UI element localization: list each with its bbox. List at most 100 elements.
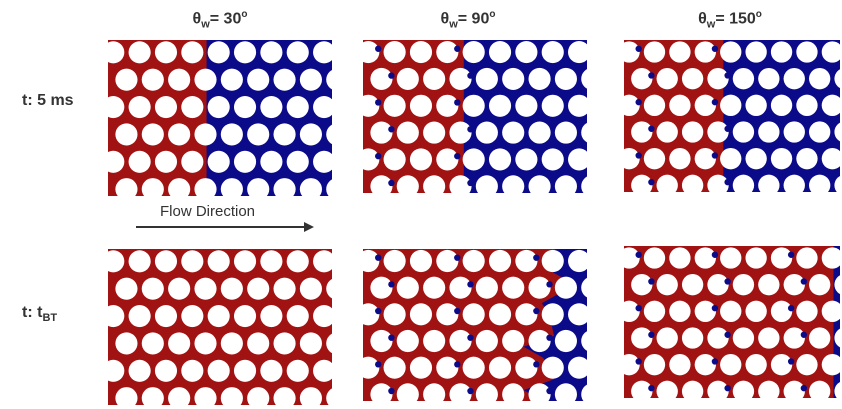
trapped-droplet [467, 179, 474, 187]
trapped-droplet [454, 99, 461, 106]
solid-grain [656, 67, 678, 90]
invading-fluid [624, 40, 724, 192]
solid-grain [396, 276, 419, 299]
solid-grain [273, 68, 296, 91]
trapped-droplet [546, 387, 553, 395]
solid-grain [834, 122, 840, 142]
solid-grain [207, 41, 230, 64]
solid-grain [326, 124, 332, 145]
solid-grain [181, 150, 204, 173]
solid-grain [128, 304, 151, 328]
trapped-droplet [375, 254, 382, 261]
solid-grain [681, 327, 704, 349]
solid-grain [181, 41, 204, 64]
solid-grain [694, 41, 716, 63]
panel-30deg-breakthrough [108, 249, 332, 405]
solid-grain [541, 356, 564, 379]
solid-grain [154, 250, 178, 273]
trapped-droplet [787, 304, 795, 312]
solid-grain [436, 249, 459, 273]
solid-grain [423, 175, 446, 193]
solid-grain [128, 359, 151, 382]
solid-grain [554, 121, 577, 144]
solid-grain [449, 175, 472, 193]
solid-grain [694, 300, 716, 323]
solid-grain [247, 387, 270, 405]
solid-grain [108, 150, 125, 173]
solid-grain [115, 68, 138, 91]
solid-grain [286, 95, 309, 119]
solid-grain [273, 387, 296, 405]
solid-grain [770, 94, 793, 117]
solid-grain [286, 304, 309, 328]
solid-grain [181, 359, 204, 382]
solid-grain [834, 275, 840, 295]
solid-grain [141, 277, 164, 300]
solid-grain [808, 121, 831, 143]
solid-grain [449, 276, 472, 299]
solid-grain [194, 68, 217, 91]
panel-90deg-5ms [363, 40, 587, 193]
solid-grain [681, 67, 704, 90]
solid-grain [207, 95, 230, 119]
solid-grain [732, 273, 755, 296]
solid-grain [488, 249, 512, 273]
solid-grain [194, 123, 217, 146]
solid-grain [745, 353, 767, 376]
solid-grain [154, 304, 178, 328]
solid-grain [808, 67, 831, 90]
solid-grain [154, 359, 178, 382]
solid-grain [260, 359, 283, 382]
trapped-droplet [454, 361, 461, 368]
trapped-droplet [648, 125, 655, 132]
solid-grain [141, 123, 164, 146]
solid-grain [286, 150, 309, 173]
solid-grain [141, 332, 164, 355]
solid-grain [821, 41, 840, 63]
solid-grain [581, 122, 587, 143]
solid-grain [515, 356, 538, 379]
solid-grain [681, 174, 704, 192]
solid-grain [528, 67, 551, 90]
solid-grain [383, 249, 406, 273]
solid-grain [624, 247, 640, 269]
trapped-droplet [467, 387, 474, 395]
solid-grain [624, 353, 640, 376]
solid-grain [108, 250, 125, 273]
solid-grain [396, 67, 419, 90]
solid-grain [707, 174, 729, 192]
solid-grain [370, 121, 393, 144]
trapped-droplet [635, 358, 642, 365]
solid-grain [168, 178, 191, 196]
solid-grain [260, 95, 283, 119]
solid-grain [299, 68, 322, 91]
trapped-droplet [724, 72, 731, 79]
solid-grain [720, 147, 742, 170]
solid-grain [436, 148, 459, 171]
solid-grain [502, 175, 525, 193]
solid-grain [108, 95, 125, 119]
solid-grain [541, 303, 564, 326]
solid-grain [821, 300, 840, 323]
solid-grain [370, 329, 393, 353]
solid-grain [808, 273, 831, 296]
solid-grain [423, 329, 446, 353]
solid-grain [383, 41, 406, 64]
solid-grain [396, 329, 419, 353]
solid-grain [115, 332, 138, 355]
solid-grain [220, 68, 243, 91]
column-header-30: θw= 30o [192, 9, 248, 31]
solid-grain [732, 121, 755, 143]
trapped-droplet [388, 72, 395, 79]
solid-grain [745, 41, 767, 63]
trapped-droplet [635, 251, 642, 258]
solid-grain [821, 247, 840, 269]
solid-grain [423, 383, 446, 401]
solid-grain [581, 331, 587, 351]
solid-grain [423, 67, 446, 90]
trapped-droplet [724, 331, 731, 338]
solid-grain [808, 327, 831, 349]
column-header-90: θw= 90o [440, 9, 496, 31]
solid-grain [475, 276, 498, 299]
flow-direction-annotation: Flow Direction [136, 203, 314, 233]
